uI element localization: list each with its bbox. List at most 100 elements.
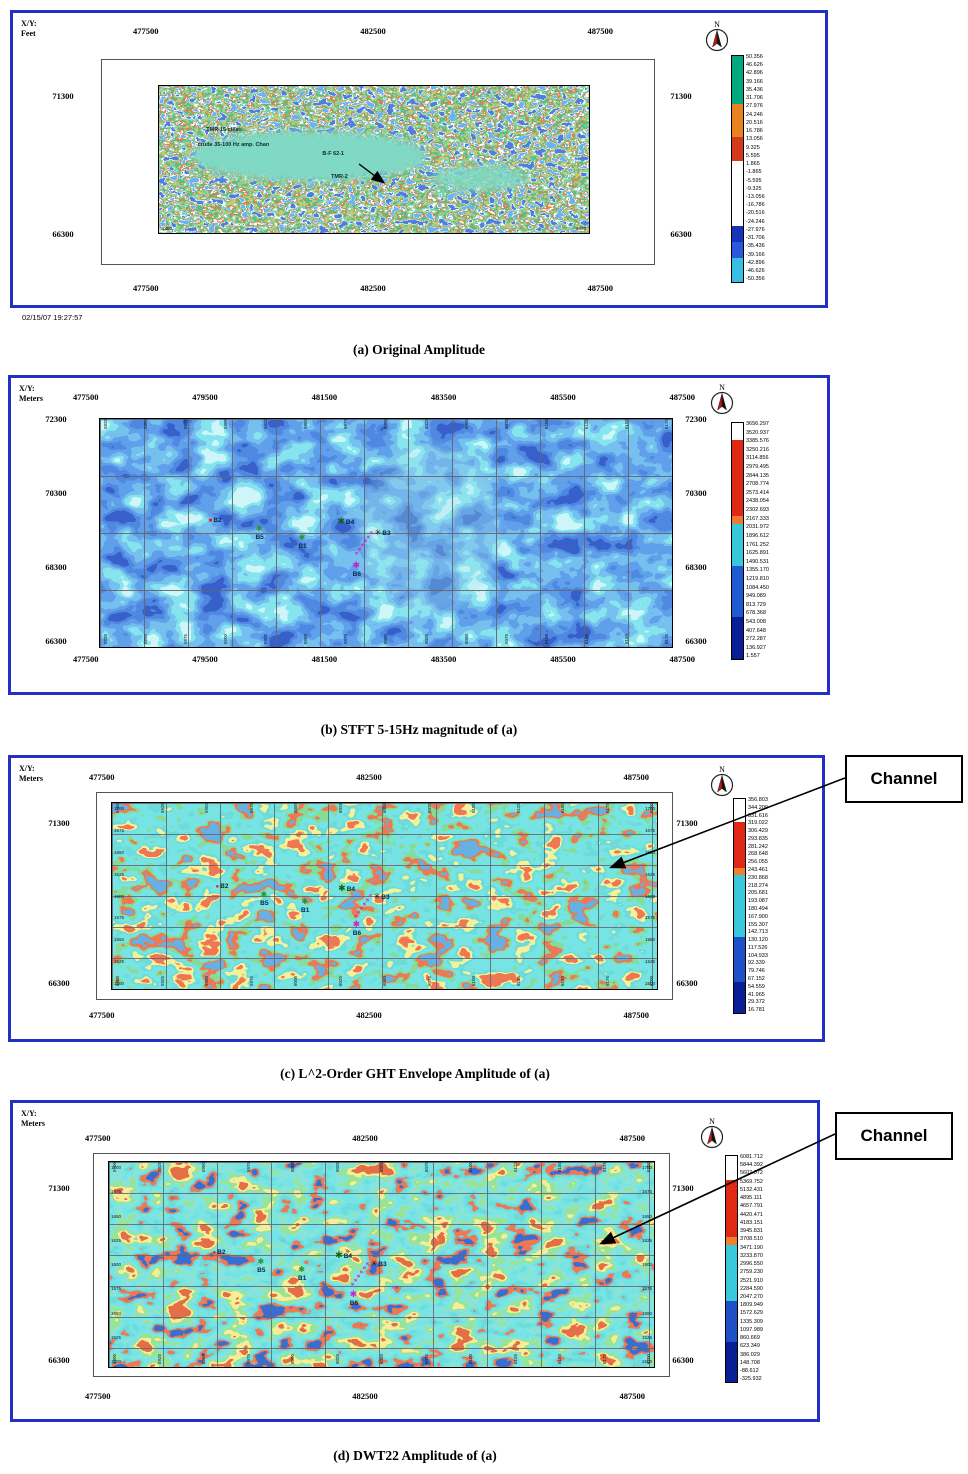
tick-label: 6100 <box>468 1161 473 1172</box>
coord-label: 487500 <box>619 1133 646 1143</box>
colorbar-segment <box>732 540 743 550</box>
inner-tick-col-left: 1700 1675 1650 1625 1600 1575 1550 1525 1500 <box>111 1165 121 1364</box>
tick-label: 6000 <box>383 418 389 429</box>
colorbar-tick-label: 218.274 <box>748 882 768 889</box>
tick-label: 1625 <box>114 871 125 877</box>
coord-label: 68300 <box>685 562 707 572</box>
colorbar-tick-label: -16.786 <box>746 202 765 209</box>
well-marker-icon <box>256 519 263 535</box>
colorbar-segment <box>732 481 743 491</box>
tick-label: 6075 <box>423 1353 429 1364</box>
right-coordinates: 72300 70300 68300 66300 <box>677 414 715 646</box>
coord-label: 485500 <box>550 392 576 402</box>
colorbar-tick-label: 24.246 <box>746 111 763 118</box>
colorbar-segment <box>732 498 743 508</box>
coord-label: 70300 <box>45 488 67 498</box>
coord-label: 477500 <box>85 1391 111 1401</box>
colorbar-labels: 356.803 344.209 331.616 319.022 306.429 293.8… <box>748 797 768 1014</box>
colorbar-tick-label: 272.287 <box>746 636 766 643</box>
tick-label: 1550 <box>114 937 125 943</box>
colorbar-tick-label: 3385.576 <box>746 438 769 445</box>
colorbar-tick-label: -50.356 <box>746 276 765 283</box>
colorbar-segment <box>726 1325 737 1334</box>
tick-label: 6000 <box>290 1353 295 1364</box>
coord-label: 487500 <box>587 283 614 293</box>
colorbar-segment <box>732 431 743 440</box>
colorbar-tick-label: 67.152 <box>748 975 765 982</box>
colorbar-tick-label: 331.616 <box>748 812 768 819</box>
colorbar-segment <box>732 80 743 89</box>
tick-label: 1675 <box>111 1189 122 1195</box>
colorbar-segment <box>734 814 745 822</box>
xy-label-line1: X/Y: <box>19 764 35 773</box>
coord-label: 487500 <box>623 772 650 782</box>
colorbar-segment <box>726 1333 737 1342</box>
tick-label: 6000 <box>383 633 389 644</box>
tick-label: 5975 <box>245 1353 251 1364</box>
colorbar-tick-label: 136.927 <box>746 644 766 651</box>
tick-label: 6150 <box>557 1161 562 1172</box>
tick-label: 6100 <box>471 802 476 813</box>
coord-label: 487500 <box>623 1010 650 1020</box>
tick-label: 6100 <box>543 633 549 644</box>
colorbar-segment <box>734 799 745 807</box>
colorbar-segment <box>732 473 743 482</box>
colorbar-tick-label: 4183.151 <box>740 1219 763 1226</box>
axis-unit-label: X/Y: Meters <box>19 384 43 405</box>
coord-label: 66300 <box>670 229 692 239</box>
colorbar-tick-label: 2521.910 <box>740 1277 763 1284</box>
tick-label: 6025 <box>337 802 343 813</box>
tick-label: 6175 <box>604 975 610 986</box>
svg-text:N: N <box>709 1117 715 1126</box>
colorbar-segment <box>732 625 743 634</box>
colorbar-tick-label: 50.356 <box>746 54 763 60</box>
colorbar-tick-label: 180.494 <box>748 905 768 912</box>
colorbar-segment <box>734 821 745 830</box>
colorbar-segment <box>732 490 743 499</box>
tick-label: 1675 <box>641 1189 652 1195</box>
colorbar-tick-label: 1896.612 <box>746 532 769 539</box>
right-coordinates: 71300 66300 <box>661 91 701 239</box>
coord-label: 482500 <box>356 1010 382 1020</box>
colorbar-segment <box>734 928 745 937</box>
colorbar-segment <box>732 465 743 474</box>
colorbar-tick-label: 1761.252 <box>746 541 769 548</box>
well-marker-icon <box>371 1254 378 1270</box>
well-B5: B5 <box>254 519 263 542</box>
well-marker-icon <box>337 512 345 528</box>
colorbar-tick-label: -20.516 <box>746 210 765 217</box>
panel-a: X/Y: Feet .panel .xy{left:8px;top:6px;} … <box>10 10 828 308</box>
tick-label: 6125 <box>583 418 589 429</box>
colorbar-tick-label: 1809.949 <box>740 1302 763 1309</box>
colorbar-tick-label: 2708.774 <box>746 481 769 488</box>
colorbar-segment <box>732 650 743 659</box>
tick-label: 1500 <box>641 1359 652 1364</box>
tick-label: 5925 <box>263 633 269 644</box>
coord-label: 482500 <box>352 1133 378 1143</box>
coord-label: 481500 <box>311 392 338 402</box>
well-marker-icon <box>257 1252 264 1268</box>
map-grid <box>112 803 657 989</box>
colorbar-segment <box>732 112 743 121</box>
tick-label: 6000 <box>293 975 298 986</box>
well-marker-icon <box>374 887 381 903</box>
colorbar-segment <box>732 104 743 113</box>
well-label: B5 <box>255 534 264 542</box>
colorbar-segment <box>734 852 745 861</box>
tick-label: 5950 <box>303 633 309 644</box>
colorbar-tick-label: 407.648 <box>746 627 766 634</box>
colorbar-strip <box>731 55 744 283</box>
annotation-channel-note: crude 35-100 Hz amp. Chan <box>197 141 270 148</box>
coord-label: 68300 <box>45 562 67 572</box>
colorbar-tick-label: 46.626 <box>746 62 763 69</box>
colorbar-tick-label: -39.166 <box>746 251 765 258</box>
coord-label: 71300 <box>48 818 70 828</box>
colorbar-segment <box>732 266 743 275</box>
colorbar-segment <box>726 1293 737 1302</box>
colorbar-segment <box>732 241 743 250</box>
coord-label: 477500 <box>89 1010 115 1020</box>
well-marker-icon <box>375 523 382 539</box>
tick-label: 1650 <box>641 1213 652 1219</box>
channel-label: Channel <box>870 769 938 788</box>
well-B1: B1 <box>297 528 306 551</box>
